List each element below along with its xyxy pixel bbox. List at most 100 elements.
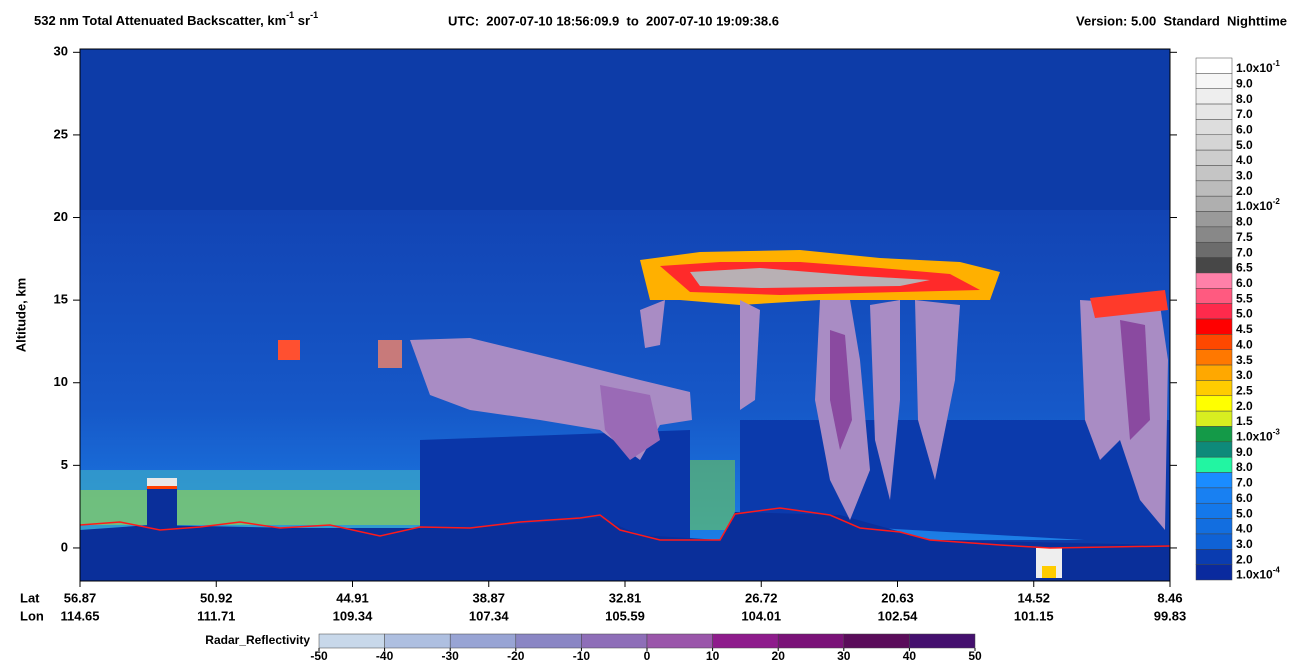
colorbar-swatch xyxy=(1195,380,1233,397)
colorbar-label-main: 1.0x10 xyxy=(1236,568,1273,582)
reflectivity-tick-label: 0 xyxy=(644,649,651,663)
colorbar-swatch xyxy=(1195,426,1233,443)
colorbar-label: 1.0x10-1 xyxy=(1236,59,1280,75)
colorbar-label-sup: -3 xyxy=(1273,428,1281,437)
reflectivity-tick-label: 10 xyxy=(706,649,720,663)
colorbar-swatch xyxy=(1195,364,1233,381)
colorbar-label: 3.0 xyxy=(1236,537,1253,551)
colorbar-swatch xyxy=(1195,533,1233,550)
curtain-image xyxy=(79,49,1171,581)
colorbar-label-main: 6.0 xyxy=(1236,123,1253,137)
colorbar-label-main: 1.0x10 xyxy=(1236,199,1273,213)
lat-tick-label: 38.87 xyxy=(472,590,505,605)
colorbar-label-main: 4.5 xyxy=(1236,322,1253,336)
title: 532 nm Total Attenuated Backscatter, km-… xyxy=(34,10,318,28)
colorbar-label: 1.0x10-3 xyxy=(1236,428,1280,444)
colorbar-label-main: 5.5 xyxy=(1236,292,1253,306)
colorbar-label-main: 6.5 xyxy=(1236,261,1253,275)
y-tick-label: 20 xyxy=(54,209,68,224)
colorbar-label: 8.0 xyxy=(1236,92,1253,106)
colorbar-swatch xyxy=(1195,349,1233,366)
lon-tick-label: 111.71 xyxy=(197,608,235,623)
colorbar-label-main: 1.0x10 xyxy=(1236,61,1273,75)
colorbar-label: 1.0x10-2 xyxy=(1236,197,1280,213)
y-tick-label: 15 xyxy=(54,292,68,307)
y-tick-label: 0 xyxy=(61,539,68,554)
colorbar-label: 5.0 xyxy=(1236,506,1253,520)
reflectivity-tick-label: -50 xyxy=(310,649,328,663)
colorbar-swatch xyxy=(1195,318,1233,335)
reflectivity-swatch xyxy=(777,633,845,649)
y-tick-label: 10 xyxy=(54,374,68,389)
colorbar-swatch xyxy=(1195,103,1233,120)
y-axis-label: Altitude, km xyxy=(13,278,28,352)
colorbar-label-main: 3.0 xyxy=(1236,169,1253,183)
colorbar-label-main: 8.0 xyxy=(1236,215,1253,229)
colorbar-swatch xyxy=(1195,165,1233,182)
colorbar-label: 2.0 xyxy=(1236,553,1253,567)
reflectivity-swatch xyxy=(909,633,976,649)
reflectivity-tick-label: -10 xyxy=(573,649,591,663)
colorbar-swatch xyxy=(1195,395,1233,412)
colorbar-label: 6.0 xyxy=(1236,123,1253,137)
colorbar-label: 4.5 xyxy=(1236,322,1253,336)
y-tick-label: 5 xyxy=(61,457,68,472)
colorbar-label-main: 5.0 xyxy=(1236,138,1253,152)
colorbar-swatch xyxy=(1195,549,1233,565)
colorbar-label: 2.0 xyxy=(1236,399,1253,413)
colorbar-label-main: 2.0 xyxy=(1236,553,1253,567)
colorbar-swatch xyxy=(1195,180,1233,197)
colorbar-swatch xyxy=(1195,303,1233,320)
colorbar-label: 3.0 xyxy=(1236,169,1253,183)
colorbar-swatch xyxy=(1195,272,1233,289)
colorbar-swatch xyxy=(1195,88,1233,105)
colorbar-label-main: 4.0 xyxy=(1236,338,1253,352)
colorbar-label: 8.0 xyxy=(1236,460,1253,474)
colorbar-swatch xyxy=(1195,257,1233,274)
colorbar-label: 5.0 xyxy=(1236,138,1253,152)
reflectivity-swatch xyxy=(384,633,451,649)
colorbar-swatch xyxy=(1195,334,1233,350)
colorbar-label-main: 5.0 xyxy=(1236,307,1253,321)
colorbar-swatch xyxy=(1195,149,1233,166)
reflectivity-swatch xyxy=(581,633,648,649)
colorbar-swatch xyxy=(1195,564,1233,581)
colorbar-swatch xyxy=(1195,288,1233,304)
title-main: 532 nm Total Attenuated Backscatter, km xyxy=(34,13,286,28)
colorbar-label-main: 2.0 xyxy=(1236,184,1253,198)
title-sup: -1 xyxy=(286,10,294,20)
colorbar-label-sup: -4 xyxy=(1273,566,1281,575)
lon-tick-label: 109.34 xyxy=(333,608,374,623)
lat-row-label: Lat xyxy=(20,590,40,605)
lon-row-label: Lon xyxy=(20,608,44,623)
colorbar-swatch xyxy=(1195,456,1233,473)
lon-tick-label: 101.15 xyxy=(1014,608,1054,623)
colorbar-label-sup: -1 xyxy=(1273,59,1281,68)
reflectivity-label: Radar_Reflectivity xyxy=(205,633,310,647)
colorbar-swatch xyxy=(1195,195,1233,212)
reflectivity-swatch xyxy=(515,633,582,649)
reflectivity-tick-label: 40 xyxy=(903,649,917,663)
colorbar-label-main: 7.0 xyxy=(1236,245,1253,259)
colorbar-swatch xyxy=(1195,226,1233,243)
colorbar-label-main: 1.5 xyxy=(1236,414,1253,428)
colorbar-swatch xyxy=(1195,472,1233,489)
colorbar-label-main: 8.0 xyxy=(1236,92,1253,106)
colorbar-label: 8.0 xyxy=(1236,215,1253,229)
colorbar-label: 7.0 xyxy=(1236,107,1253,121)
colorbar-label: 7.0 xyxy=(1236,245,1253,259)
lat-tick-label: 14.52 xyxy=(1017,590,1050,605)
colorbar-swatch xyxy=(1195,57,1233,74)
colorbar-label: 2.5 xyxy=(1236,384,1253,398)
colorbar-label: 7.0 xyxy=(1236,476,1253,490)
lon-tick-label: 114.65 xyxy=(60,608,99,623)
colorbar-label: 1.0x10-4 xyxy=(1236,566,1280,582)
version: Version: 5.00 Standard Nighttime xyxy=(1076,13,1287,28)
colorbar-swatch xyxy=(1195,134,1233,151)
colorbar-swatch xyxy=(1195,441,1233,458)
colorbar-label-main: 8.0 xyxy=(1236,460,1253,474)
reflectivity-tick-label: 20 xyxy=(772,649,786,663)
colorbar-label: 1.5 xyxy=(1236,414,1253,428)
title-mid: sr xyxy=(294,13,310,28)
lat-tick-label: 44.91 xyxy=(336,590,369,605)
